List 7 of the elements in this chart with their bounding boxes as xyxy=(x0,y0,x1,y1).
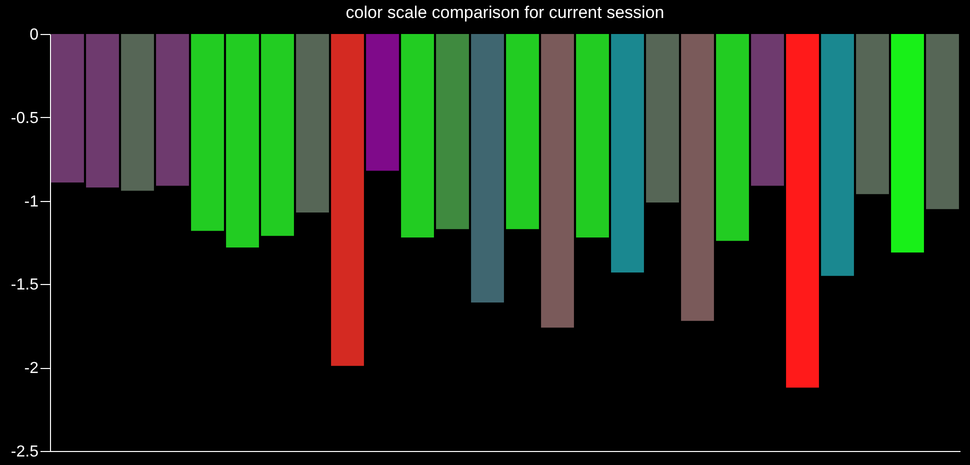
y-tick-label: -0.5 xyxy=(10,110,39,127)
y-tick-label: 0 xyxy=(30,26,39,44)
chart-title: color scale comparison for current session xyxy=(346,3,664,22)
y-tick-label: -1.5 xyxy=(10,276,39,294)
y-tick-label: -2.5 xyxy=(10,444,39,460)
y-tick-label: -1 xyxy=(24,193,39,210)
y-tick-label: -2 xyxy=(24,360,39,378)
